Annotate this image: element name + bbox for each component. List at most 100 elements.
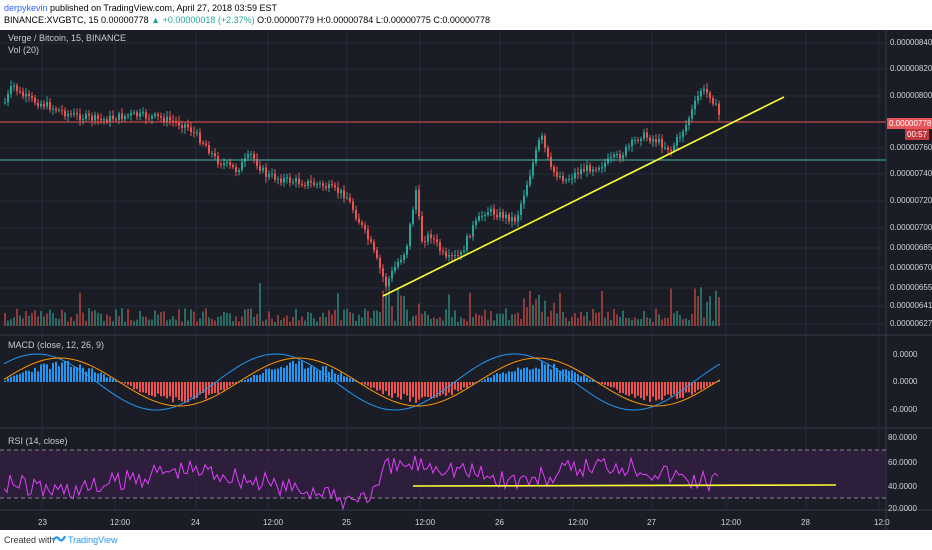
macd-histogram-bar xyxy=(346,376,348,382)
volume-bar xyxy=(85,320,87,326)
candle-body xyxy=(226,162,228,164)
candle-body xyxy=(184,124,186,128)
macd-histogram-bar xyxy=(100,372,102,382)
macd-histogram-bar xyxy=(658,382,660,400)
time-axis-label: 12:00 xyxy=(263,518,284,527)
candle-body xyxy=(706,88,708,93)
tradingview-brand-link[interactable]: TradingView xyxy=(68,535,118,545)
macd-histogram-bar xyxy=(493,374,495,382)
macd-histogram-bar xyxy=(58,366,60,382)
volume-bar xyxy=(151,319,153,326)
volume-bar xyxy=(325,317,327,326)
price-axis-label: 0.00000641 xyxy=(890,301,932,310)
chart-overlays xyxy=(0,96,886,297)
volume-bar xyxy=(541,311,543,326)
candle-body xyxy=(142,112,144,114)
volume-bar xyxy=(553,302,555,326)
volume-bar xyxy=(457,321,459,326)
volume-bar xyxy=(463,318,465,326)
candle-body xyxy=(490,208,492,212)
author-link[interactable]: derpykevin xyxy=(4,3,48,13)
volume-bar xyxy=(67,321,69,326)
candle-body xyxy=(76,113,78,115)
candle-body xyxy=(64,110,66,117)
volume-bar xyxy=(25,311,27,326)
volume-bar xyxy=(577,318,579,326)
macd-histogram-bar xyxy=(232,382,234,385)
macd-histogram-bar xyxy=(427,382,429,397)
volume-bar xyxy=(175,319,177,326)
candle-body xyxy=(40,103,42,107)
volume-bar xyxy=(679,314,681,326)
volume-bar xyxy=(442,320,444,326)
candle-body xyxy=(685,125,687,132)
volume-bar xyxy=(232,321,234,326)
volume-bar xyxy=(622,310,624,326)
open-value: 0.00000779 xyxy=(266,15,315,25)
macd-histogram-bar xyxy=(202,382,204,393)
volume-bar xyxy=(160,312,162,326)
macd-histogram-bar xyxy=(412,382,414,398)
macd-histogram-bar xyxy=(208,382,210,395)
candle-body xyxy=(157,114,159,117)
macd-histogram-bar xyxy=(148,382,150,396)
candle-body xyxy=(136,112,138,117)
candle-body xyxy=(664,147,666,149)
chart-canvas[interactable] xyxy=(0,30,932,530)
volume-bar xyxy=(313,318,315,326)
volume-bar xyxy=(421,313,423,326)
volume-bar xyxy=(262,321,264,326)
macd-histogram-bar xyxy=(499,373,501,382)
volume-bar xyxy=(538,294,540,326)
price-axis-label: 0.00000685 xyxy=(890,243,932,252)
candle-body xyxy=(49,102,51,110)
volume-bar xyxy=(70,317,72,326)
volume-bar xyxy=(568,321,570,326)
macd-histogram-bar xyxy=(307,367,309,382)
tradingview-logo-icon[interactable] xyxy=(52,533,66,545)
candle-body xyxy=(409,224,411,247)
volume-bar xyxy=(61,309,63,326)
macd-histogram-bar xyxy=(343,376,345,382)
volume-bar xyxy=(235,316,237,326)
candle-body xyxy=(460,252,462,256)
volume-bar xyxy=(310,313,312,326)
volume-bar xyxy=(34,310,36,326)
candle-body xyxy=(697,96,699,101)
candle-body xyxy=(13,85,15,87)
candle-body xyxy=(589,165,591,172)
candle-body xyxy=(487,211,489,215)
macd-histogram-bar xyxy=(199,382,201,395)
candle-body xyxy=(601,167,603,169)
volume-bar xyxy=(172,316,174,326)
price-axis-label: 0.00000840 xyxy=(890,38,932,47)
candle-body xyxy=(661,138,663,148)
main-pane-title: Verge / Bitcoin, 15, BINANCE xyxy=(8,33,127,43)
volume-bars xyxy=(4,283,720,326)
macd-histogram-bar xyxy=(709,382,711,386)
macd-histogram-bar xyxy=(190,382,192,398)
macd-histogram-bar xyxy=(226,382,228,389)
chart-area[interactable]: Verge / Bitcoin, 15, BINANCE Vol (20) MA… xyxy=(0,30,932,530)
macd-histogram-bar xyxy=(532,368,534,382)
candle-body xyxy=(55,108,57,111)
volume-bar xyxy=(211,318,213,326)
candle-body xyxy=(145,112,147,119)
volume-bar xyxy=(166,320,168,326)
volume-bar xyxy=(484,309,486,326)
candle-body xyxy=(673,145,675,151)
macd-histogram-bar xyxy=(67,361,69,382)
macd-histogram-bar xyxy=(277,368,279,382)
candle-body xyxy=(67,113,69,117)
volume-bar xyxy=(634,317,636,326)
macd-histogram-bar xyxy=(235,382,237,384)
volume-bar xyxy=(178,309,180,326)
volume-bar xyxy=(619,317,621,326)
macd-histogram-bar xyxy=(325,366,327,382)
macd-histogram-bar xyxy=(700,382,702,390)
candle-body xyxy=(469,236,471,238)
volume-bar xyxy=(439,317,441,326)
grid-lines xyxy=(0,30,932,530)
volume-bar xyxy=(652,321,654,326)
macd-histogram-bar xyxy=(547,363,549,382)
